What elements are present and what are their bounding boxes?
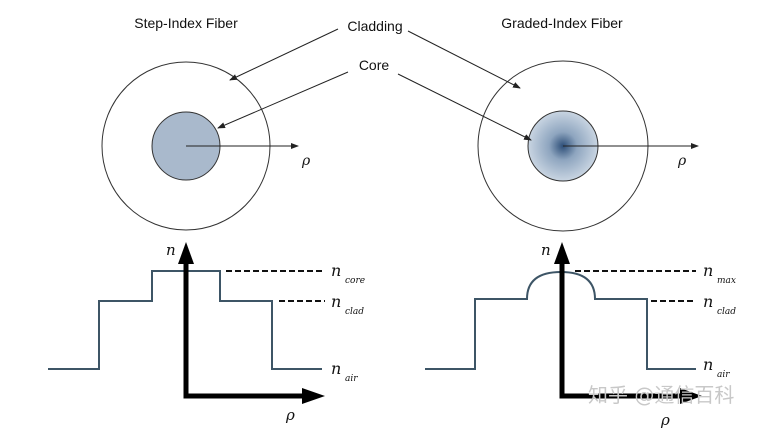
svg-text:max: max (717, 276, 736, 286)
step-rho-axis-arrowhead (302, 388, 325, 404)
step-rho-label: ρ (301, 153, 311, 169)
graded-rho-axis-arrowhead (680, 388, 702, 404)
svg-text:core: core (345, 276, 365, 286)
graded-index-title: Graded-Index Fiber (501, 15, 623, 31)
step-n-axis-label: n (166, 241, 176, 259)
watermark: 知乎 @通信百科 (588, 383, 734, 407)
svg-text:n: n (703, 292, 713, 311)
svg-text:clad: clad (345, 307, 364, 317)
core-arrow-left (217, 71, 349, 129)
graded-axes (559, 262, 682, 399)
svg-text:clad: clad (717, 307, 736, 317)
graded-n-axis-label: n (541, 241, 551, 259)
cladding-arrow-right (407, 30, 521, 89)
graded-rho-label: ρ (677, 153, 687, 169)
cladding-arrow-left (229, 28, 339, 81)
svg-text:n: n (331, 261, 341, 280)
svg-text:n: n (331, 292, 341, 311)
step-axes (183, 262, 305, 399)
svg-text:n: n (331, 359, 341, 378)
svg-text:air: air (717, 370, 730, 380)
step-rho-axis-label: ρ (285, 406, 295, 424)
cladding-label: Cladding (347, 18, 402, 34)
step-n-axis-arrowhead (178, 242, 194, 264)
step-index-title: Step-Index Fiber (134, 15, 238, 31)
core-arrow-right (397, 73, 532, 141)
svg-text:n: n (703, 355, 713, 374)
core-label: Core (359, 57, 390, 73)
graded-n-axis-arrowhead (554, 242, 570, 264)
svg-text:air: air (345, 374, 358, 384)
graded-rho-axis-label: ρ (660, 411, 670, 429)
svg-text:n: n (703, 261, 713, 280)
